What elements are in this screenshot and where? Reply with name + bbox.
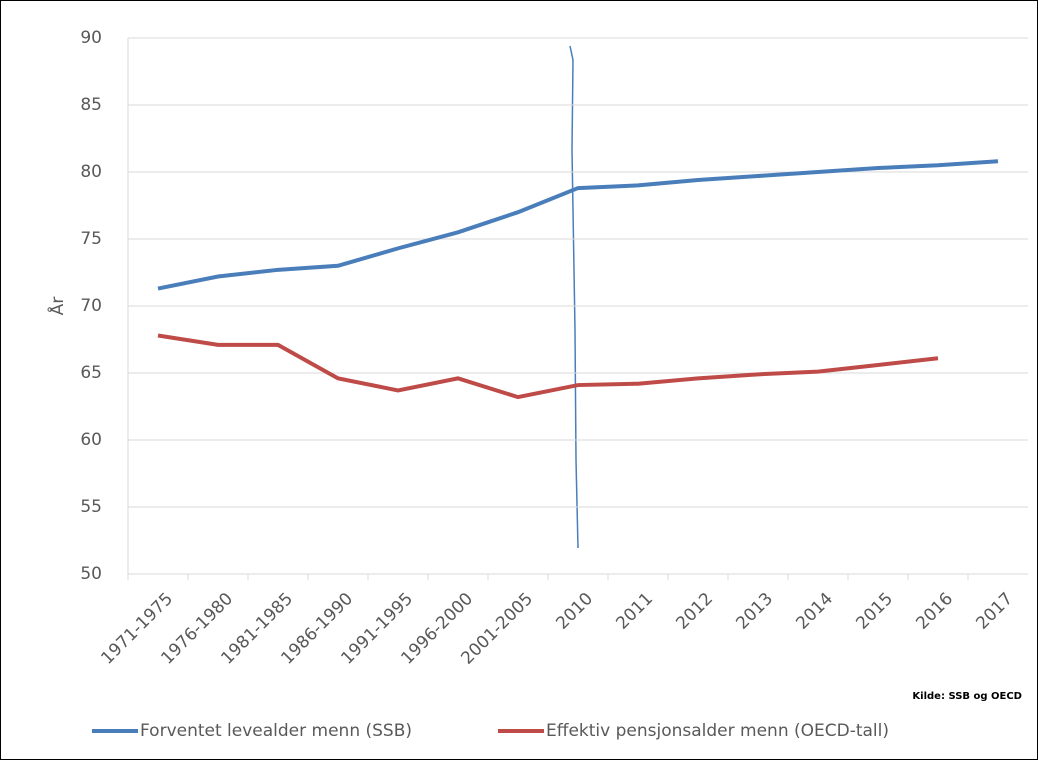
legend-label: Forventet levealder menn (SSB): [140, 721, 412, 741]
y-tick-label: 90: [80, 28, 102, 48]
y-axis-label: År: [46, 297, 68, 316]
y-tick-label: 85: [80, 95, 102, 115]
series-line: [157, 159, 999, 291]
y-tick-label: 50: [80, 564, 102, 584]
series-line: [157, 333, 939, 400]
legend-label: Effektiv pensjonsalder menn (OECD-tall): [546, 721, 889, 741]
y-tick-label: 70: [80, 296, 102, 316]
y-tick-label: 65: [80, 363, 102, 383]
annotation-line: [569, 45, 579, 549]
y-tick-label: 75: [80, 229, 102, 249]
y-tick-label: 80: [80, 162, 102, 182]
y-tick-label: 60: [80, 430, 102, 450]
source: Kilde: SSB og OECD: [912, 691, 1022, 702]
y-tick-label: 55: [80, 497, 102, 517]
